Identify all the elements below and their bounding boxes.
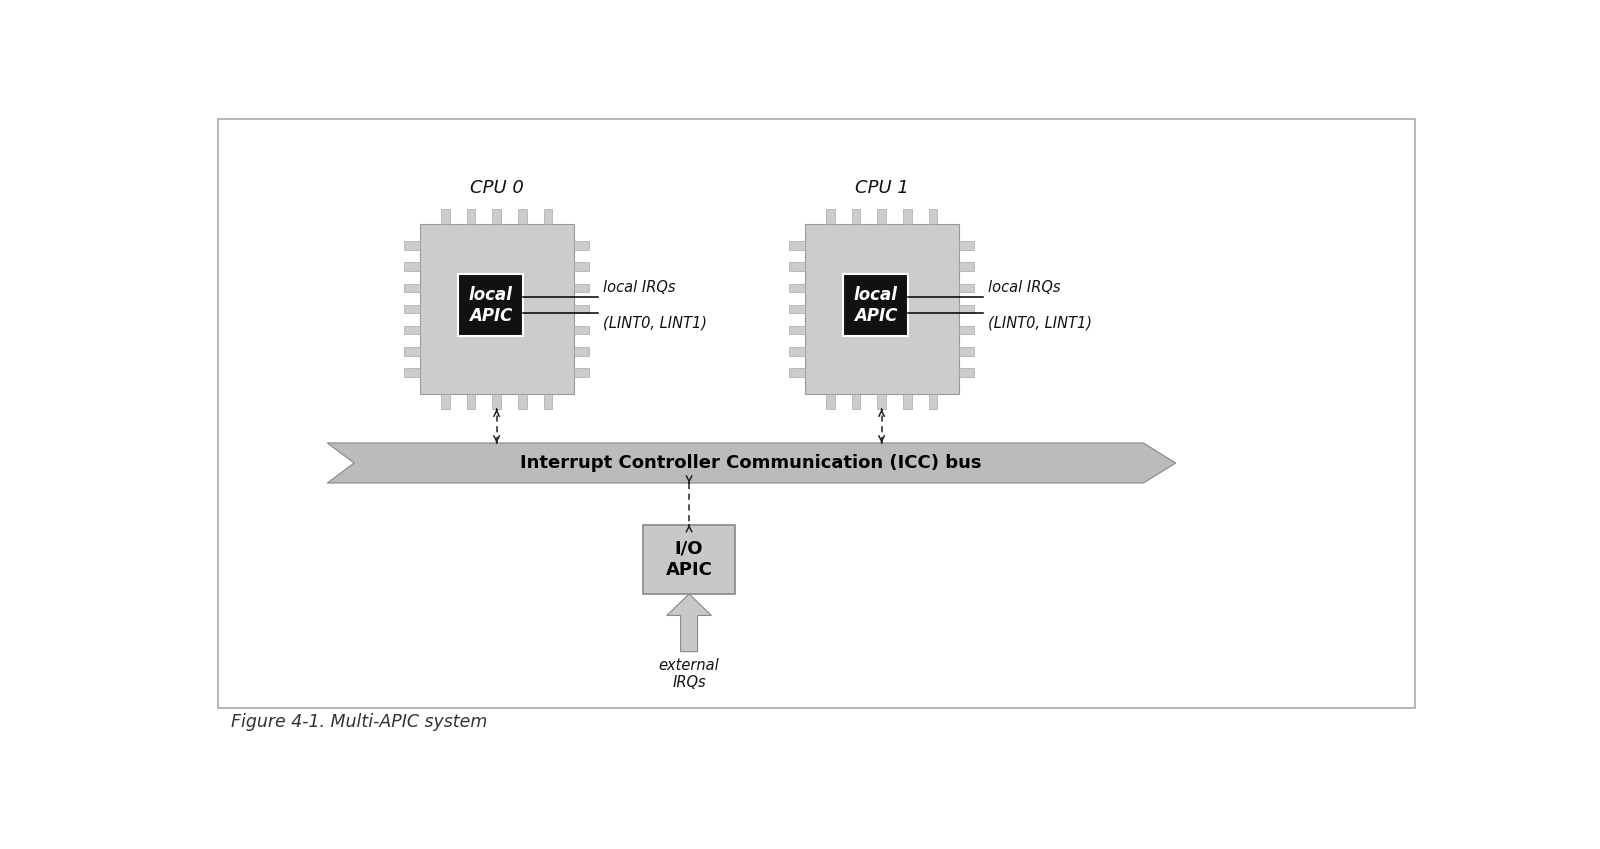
Bar xyxy=(405,284,419,292)
Bar xyxy=(643,525,736,594)
Bar xyxy=(958,284,974,292)
Bar xyxy=(958,347,974,356)
Bar xyxy=(789,284,805,292)
Bar xyxy=(826,209,835,224)
Bar xyxy=(789,347,805,356)
Text: Figure 4-1. Multi-APIC system: Figure 4-1. Multi-APIC system xyxy=(230,713,486,731)
Bar xyxy=(789,305,805,313)
Text: CPU 1: CPU 1 xyxy=(854,179,909,197)
Bar xyxy=(902,394,912,409)
Bar xyxy=(789,241,805,250)
Bar xyxy=(442,209,450,224)
Bar xyxy=(958,241,974,250)
Text: local
APIC: local APIC xyxy=(469,286,512,324)
Bar xyxy=(877,209,886,224)
Bar xyxy=(573,262,589,271)
Text: CPU 0: CPU 0 xyxy=(470,179,523,197)
Bar xyxy=(544,209,552,224)
Bar xyxy=(405,241,419,250)
Bar xyxy=(573,305,589,313)
Bar xyxy=(419,224,574,394)
Text: I/O
APIC: I/O APIC xyxy=(666,540,712,579)
Bar xyxy=(493,394,501,409)
Text: local IRQs: local IRQs xyxy=(987,280,1061,295)
Bar xyxy=(493,209,501,224)
Bar xyxy=(405,368,419,377)
Bar xyxy=(573,326,589,335)
Bar xyxy=(518,394,526,409)
Bar xyxy=(928,394,938,409)
Text: (LINT0, LINT1): (LINT0, LINT1) xyxy=(987,315,1091,330)
Bar xyxy=(789,368,805,377)
Bar xyxy=(405,347,419,356)
Bar xyxy=(958,368,974,377)
Bar xyxy=(958,326,974,335)
Bar xyxy=(902,209,912,224)
FancyArrow shape xyxy=(667,594,712,652)
Bar xyxy=(851,394,861,409)
Bar xyxy=(573,241,589,250)
Bar xyxy=(405,326,419,335)
Text: (LINT0, LINT1): (LINT0, LINT1) xyxy=(603,315,707,330)
Bar xyxy=(467,209,475,224)
Bar xyxy=(958,262,974,271)
Bar xyxy=(573,368,589,377)
Polygon shape xyxy=(326,443,1176,483)
Text: external
IRQs: external IRQs xyxy=(659,658,720,690)
Bar xyxy=(518,209,526,224)
Bar xyxy=(573,347,589,356)
Bar xyxy=(405,305,419,313)
Bar xyxy=(544,394,552,409)
Bar xyxy=(467,394,475,409)
Bar xyxy=(843,274,909,336)
Bar xyxy=(458,274,523,336)
Bar xyxy=(789,326,805,335)
Text: Interrupt Controller Communication (ICC) bus: Interrupt Controller Communication (ICC)… xyxy=(520,454,981,472)
Bar xyxy=(789,262,805,271)
Bar xyxy=(877,394,886,409)
Bar xyxy=(805,224,958,394)
Text: local
APIC: local APIC xyxy=(853,286,898,324)
Text: local IRQs: local IRQs xyxy=(603,280,675,295)
Bar xyxy=(573,284,589,292)
Bar xyxy=(928,209,938,224)
Bar xyxy=(442,394,450,409)
Bar xyxy=(826,394,835,409)
Bar xyxy=(958,305,974,313)
Bar xyxy=(851,209,861,224)
Bar xyxy=(405,262,419,271)
